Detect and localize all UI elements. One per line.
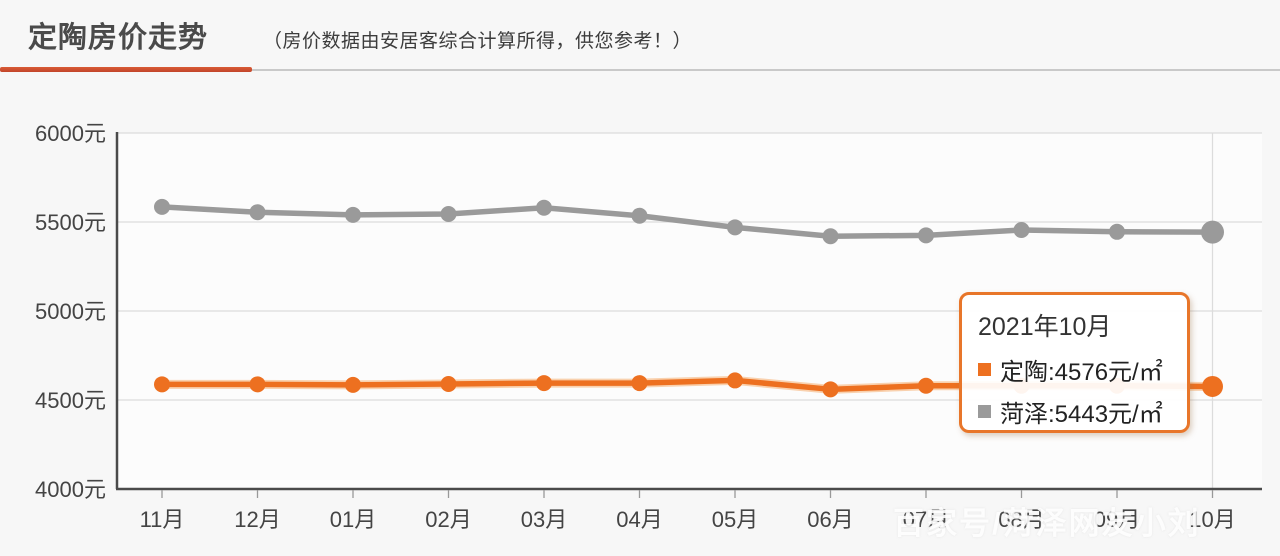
y-axis-label: 6000元 bbox=[35, 121, 106, 146]
y-axis-label: 5000元 bbox=[35, 299, 106, 324]
y-axis-label: 5500元 bbox=[35, 210, 106, 235]
data-point-菏泽 bbox=[249, 204, 266, 221]
data-point-菏泽 bbox=[918, 227, 934, 244]
data-point-定陶 bbox=[1202, 375, 1223, 397]
data-point-定陶 bbox=[249, 376, 266, 393]
x-axis-label: 03月 bbox=[521, 507, 567, 532]
data-point-定陶 bbox=[536, 375, 552, 392]
data-point-定陶 bbox=[631, 375, 648, 392]
data-point-定陶 bbox=[727, 372, 743, 389]
x-axis-label: 01月 bbox=[330, 507, 376, 532]
y-axis-label: 4500元 bbox=[35, 388, 106, 413]
data-point-菏泽 bbox=[440, 205, 457, 222]
data-point-定陶 bbox=[440, 375, 457, 392]
x-axis-label: 07月 bbox=[903, 507, 949, 532]
tooltip-heze-value: 菏泽:5443元/㎡ bbox=[1000, 401, 1163, 428]
data-point-菏泽 bbox=[1013, 222, 1030, 239]
data-point-定陶 bbox=[345, 376, 361, 393]
header: 定陶房价走势 （房价数据由安居客综合计算所得，供您参考！） bbox=[0, 0, 1280, 72]
x-axis-label: 02月 bbox=[425, 507, 471, 532]
data-point-定陶 bbox=[918, 377, 934, 394]
chart-tooltip: 2021年10月 定陶:4576元/㎡ 菏泽:5443元/㎡ bbox=[959, 292, 1190, 433]
data-point-菏泽 bbox=[822, 228, 839, 245]
tooltip-row-heze: 菏泽:5443元/㎡ bbox=[978, 394, 1173, 429]
x-axis-label: 06月 bbox=[807, 507, 853, 532]
data-point-菏泽 bbox=[727, 219, 743, 236]
tooltip-row-dingtao: 定陶:4576元/㎡ bbox=[978, 352, 1173, 387]
title-accent-underline bbox=[0, 67, 252, 72]
data-point-定陶 bbox=[822, 381, 839, 398]
data-point-定陶 bbox=[154, 376, 170, 393]
x-axis-label: 05月 bbox=[712, 507, 758, 532]
x-axis-label: 12月 bbox=[234, 507, 280, 532]
x-axis-label: 10月 bbox=[1189, 507, 1235, 532]
data-point-菏泽 bbox=[345, 206, 361, 223]
x-axis-label: 11月 bbox=[140, 507, 185, 532]
tooltip-dingtao-value: 定陶:4576元/㎡ bbox=[1000, 359, 1163, 386]
page-subtitle: （房价数据由安居客综合计算所得，供您参考！） bbox=[263, 31, 693, 52]
series-line-菏泽 bbox=[159, 204, 1216, 239]
data-point-菏泽 bbox=[1109, 223, 1125, 240]
data-point-菏泽 bbox=[536, 199, 552, 216]
dingtao-series-swatch bbox=[978, 363, 991, 376]
heze-series-swatch bbox=[978, 405, 991, 418]
data-point-菏泽 bbox=[154, 198, 170, 215]
data-point-菏泽 bbox=[631, 207, 648, 224]
x-axis-label: 09月 bbox=[1094, 507, 1140, 532]
page-title: 定陶房价走势 bbox=[28, 22, 209, 54]
tooltip-date: 2021年10月 bbox=[978, 313, 1112, 341]
x-axis-label: 08月 bbox=[998, 507, 1044, 532]
header-divider-line bbox=[252, 69, 1280, 71]
x-axis-label: 04月 bbox=[616, 507, 662, 532]
data-point-菏泽 bbox=[1201, 220, 1224, 244]
y-axis-label: 4000元 bbox=[35, 477, 106, 502]
